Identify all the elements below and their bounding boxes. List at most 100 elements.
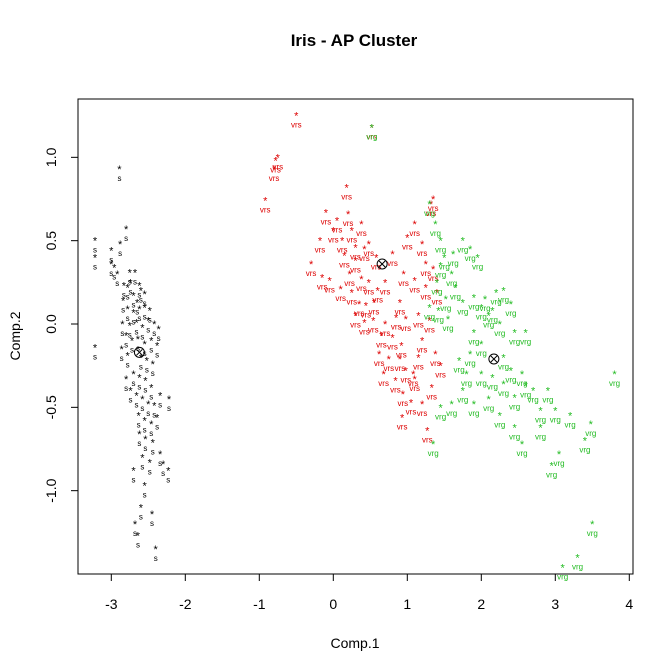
point-s: *s — [134, 317, 139, 336]
point-marker: * — [142, 416, 147, 428]
point-marker: * — [125, 351, 130, 363]
point-s: *s — [130, 336, 135, 355]
point-vrg: *vrg — [465, 349, 476, 368]
point-label: vrs — [317, 282, 328, 291]
point-vrs: *vrs — [369, 297, 380, 316]
point-s: *s — [128, 267, 133, 286]
point-s: *s — [167, 394, 172, 413]
point-vrs: *vrs — [378, 369, 389, 388]
point-vrs: *vrs — [391, 312, 402, 331]
point-label: s — [148, 467, 152, 476]
point-label: vrs — [339, 261, 350, 270]
point-marker: * — [433, 219, 438, 231]
point-marker: * — [568, 411, 573, 423]
point-marker: * — [444, 294, 449, 306]
point-marker: * — [121, 296, 126, 308]
point-marker: * — [318, 236, 323, 248]
point-vrs: *vrs — [398, 269, 409, 288]
point-label: s — [132, 317, 136, 326]
point-marker: * — [140, 452, 145, 464]
point-s: *s — [148, 457, 153, 476]
point-vrs: *vrs — [359, 317, 370, 336]
point-marker: * — [553, 406, 558, 418]
point-label: s — [148, 316, 152, 325]
point-vrs: *vrs — [306, 259, 317, 278]
point-label: s — [143, 444, 147, 453]
point-vrg: *vrg — [366, 122, 377, 141]
point-vrg: *vrg — [439, 252, 450, 271]
point-s: *s — [93, 236, 98, 255]
exemplar-cross — [490, 355, 498, 363]
point-vrs: *vrs — [366, 122, 377, 141]
point-vrg: *vrg — [428, 439, 439, 458]
point-marker: * — [350, 226, 355, 238]
point-marker: * — [347, 269, 352, 281]
point-label: s — [139, 512, 143, 521]
point-s: *s — [120, 344, 125, 363]
point-s: *s — [121, 296, 126, 315]
point-marker: * — [451, 249, 456, 261]
point-vrs: *vrs — [400, 314, 411, 333]
point-s: *s — [139, 352, 144, 371]
point-vrs: *vrs — [420, 259, 431, 278]
point-marker: * — [131, 369, 136, 381]
point-label: vrg — [494, 421, 505, 430]
point-label: vrs — [422, 436, 433, 445]
point-marker: * — [137, 411, 142, 423]
point-marker: * — [409, 397, 414, 409]
point-label: vrs — [397, 422, 408, 431]
point-label: vrg — [461, 379, 472, 388]
point-marker: * — [377, 349, 382, 361]
point-label: s — [140, 404, 144, 413]
point-label: s — [143, 299, 147, 308]
point-label: vrg — [516, 449, 527, 458]
point-marker: * — [131, 291, 136, 303]
point-marker: * — [128, 267, 133, 279]
point-label: s — [135, 307, 139, 316]
point-marker: * — [151, 359, 156, 371]
point-label: s — [134, 401, 138, 410]
point-vrg: *vrg — [483, 394, 494, 413]
point-marker: * — [273, 156, 278, 168]
point-vrg: *vrg — [487, 306, 498, 325]
point-vrg: *vrg — [542, 386, 553, 405]
point-marker: * — [425, 426, 430, 438]
point-marker: * — [538, 406, 543, 418]
point-marker: * — [146, 316, 151, 328]
point-marker: * — [520, 439, 525, 451]
point-label: s — [124, 234, 128, 243]
point-vrg: *vrg — [457, 386, 468, 405]
point-label: vrg — [572, 562, 583, 571]
point-label: vrg — [439, 262, 450, 271]
point-vrg: *vrg — [572, 552, 583, 571]
point-label: vrg — [457, 246, 468, 255]
point-marker: * — [420, 239, 425, 251]
point-vrg: *vrg — [516, 369, 527, 388]
point-label: vrg — [542, 396, 553, 405]
point-s: *s — [136, 531, 141, 550]
point-vrg: *vrg — [442, 314, 453, 333]
point-s: *s — [137, 372, 142, 391]
point-marker: * — [320, 272, 325, 284]
point-s: *s — [131, 466, 136, 485]
point-marker: * — [472, 292, 477, 304]
point-vrg: *vrg — [509, 392, 520, 411]
point-label: vrg — [520, 391, 531, 400]
exemplar-circle — [488, 353, 500, 365]
point-marker: * — [589, 419, 594, 431]
point-s: *s — [133, 267, 138, 286]
point-label: s — [155, 422, 159, 431]
exemplar-cross — [378, 260, 386, 268]
point-vrs: *vrs — [397, 412, 408, 431]
point-vrs: *vrs — [383, 354, 394, 373]
point-label: s — [93, 262, 97, 271]
point-marker: * — [142, 302, 147, 314]
point-vrs: *vrs — [424, 316, 435, 335]
point-label: vrs — [363, 287, 374, 296]
point-marker: * — [442, 252, 447, 264]
point-marker: * — [420, 336, 425, 348]
point-label: s — [121, 306, 125, 315]
x-tick-label: -1 — [253, 596, 266, 612]
point-vrs: *vrs — [409, 374, 420, 393]
point-label: vrg — [498, 389, 509, 398]
